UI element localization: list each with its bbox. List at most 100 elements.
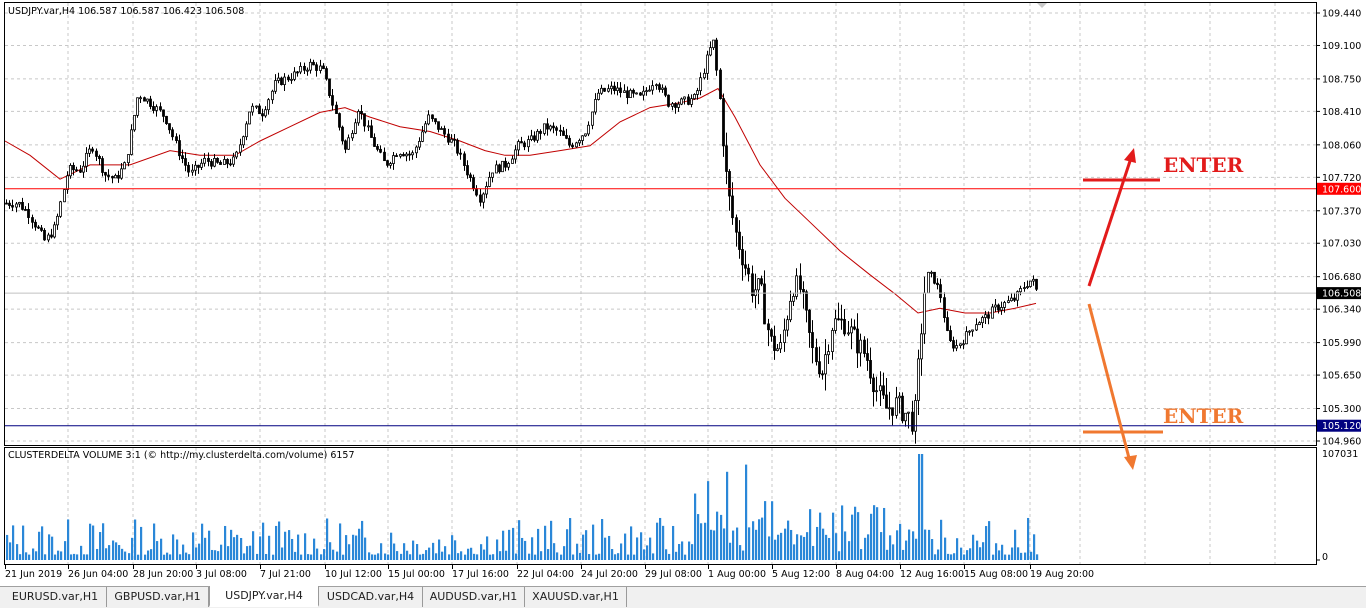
candle-body bbox=[111, 176, 114, 179]
chart-window[interactable]: 107.600 105.120 106.508 109.440 109.100 108.… bbox=[0, 0, 1366, 586]
candle-body bbox=[411, 152, 414, 156]
volume-bar bbox=[278, 521, 281, 560]
volume-bar bbox=[214, 550, 217, 560]
volume-bar bbox=[355, 535, 358, 560]
candle-body bbox=[312, 61, 315, 66]
candle-body bbox=[629, 89, 632, 99]
volume-bar bbox=[60, 551, 63, 560]
volume-bar bbox=[105, 548, 108, 560]
tab-usdjpy-var-h4[interactable]: USDJPY.var,H4 bbox=[209, 586, 319, 607]
tab-gbpusd-var-h1[interactable]: GBPUSD.var,H1 bbox=[107, 587, 209, 607]
volume-bar bbox=[368, 552, 371, 560]
candle-body bbox=[783, 329, 786, 343]
candle-body bbox=[15, 203, 18, 208]
candle-body bbox=[706, 54, 709, 74]
candle-body bbox=[987, 314, 990, 319]
candle-body bbox=[168, 123, 171, 131]
tab-usdcad-var-h4[interactable]: USDCAD.var,H4 bbox=[319, 587, 423, 607]
volume-bar bbox=[576, 543, 579, 560]
price-chart[interactable]: 107.600 105.120 106.508 109.440 109.100 108.… bbox=[0, 0, 1366, 586]
volume-bar bbox=[857, 512, 860, 560]
volume-bar bbox=[854, 506, 857, 560]
volume-bar bbox=[348, 544, 351, 560]
candle-body bbox=[104, 172, 107, 176]
date-axis: 21 Jun 2019 26 Jun 04:00 28 Jun 20:00 3 Jul… bbox=[5, 565, 1094, 580]
volume-bar bbox=[598, 553, 601, 560]
candle-body bbox=[789, 300, 792, 321]
volume-bar bbox=[470, 547, 473, 560]
candle-body bbox=[223, 159, 226, 165]
volume-bar bbox=[246, 546, 249, 560]
candle-body bbox=[645, 90, 648, 93]
candle-body bbox=[767, 323, 770, 331]
candle-body bbox=[619, 87, 622, 93]
volume-bar bbox=[192, 532, 195, 560]
down-arrow-icon bbox=[1124, 455, 1137, 470]
candle-body bbox=[322, 65, 325, 70]
candle-body bbox=[850, 326, 853, 334]
volume-bar bbox=[668, 553, 671, 560]
volume-bar bbox=[307, 554, 310, 560]
volume-bar bbox=[48, 534, 51, 560]
candle-body bbox=[895, 397, 898, 416]
tab-audusd-var-h1[interactable]: AUDUSD.var,H1 bbox=[423, 587, 525, 607]
volume-bar bbox=[748, 527, 751, 560]
volume-bar bbox=[249, 545, 252, 560]
volume-bar bbox=[195, 547, 198, 560]
up-arrow-icon bbox=[1124, 148, 1136, 163]
volume-bar bbox=[326, 518, 329, 560]
candle-body bbox=[315, 64, 318, 71]
volume-bar bbox=[9, 542, 12, 560]
volume-bar bbox=[131, 537, 134, 560]
candle-body bbox=[501, 160, 504, 173]
volume-bar bbox=[707, 481, 710, 560]
candle-body bbox=[216, 157, 219, 163]
volume-bar bbox=[604, 537, 607, 560]
candle-body bbox=[584, 133, 587, 137]
volume-bar bbox=[332, 549, 335, 560]
candle-body bbox=[664, 87, 667, 96]
volume-bar bbox=[691, 544, 694, 560]
candle-body bbox=[840, 318, 843, 321]
candle-body bbox=[997, 304, 1000, 311]
volume-bar bbox=[268, 535, 271, 560]
volume-bar bbox=[697, 514, 700, 560]
volume-bar bbox=[803, 536, 806, 560]
volume-bar bbox=[780, 532, 783, 560]
volume-bar bbox=[505, 550, 508, 560]
volume-bar bbox=[592, 524, 595, 560]
volume-bar bbox=[259, 536, 262, 560]
volume-bar bbox=[777, 534, 780, 560]
candle-body bbox=[523, 142, 526, 148]
candle-body bbox=[831, 330, 834, 352]
chart-shift-marker[interactable] bbox=[1037, 3, 1047, 8]
candle-body bbox=[959, 343, 962, 346]
volume-bar bbox=[716, 511, 719, 560]
candle-body bbox=[194, 164, 197, 171]
candle-body bbox=[674, 103, 677, 108]
candle-body bbox=[293, 71, 296, 80]
volume-bar bbox=[16, 544, 19, 560]
candle-body bbox=[815, 347, 818, 363]
candle-body bbox=[824, 354, 827, 375]
candle-body bbox=[514, 149, 517, 160]
volume-bar bbox=[969, 548, 972, 560]
candle-body bbox=[443, 128, 446, 135]
volume-bar bbox=[832, 512, 835, 560]
volume-bar bbox=[358, 528, 361, 560]
volume-bar bbox=[377, 553, 380, 560]
support-price-tag bbox=[1317, 419, 1361, 432]
tab-eurusd-var-h1[interactable]: EURUSD.var,H1 bbox=[4, 587, 107, 607]
volume-bar bbox=[937, 549, 940, 560]
candle-body bbox=[722, 98, 725, 147]
volume-bar bbox=[115, 542, 118, 560]
candle-body bbox=[482, 193, 485, 203]
tab-xauusd-var-h1[interactable]: XAUUSD.var,H1 bbox=[525, 587, 627, 607]
volume-bar bbox=[924, 529, 927, 560]
volume-bar bbox=[409, 554, 412, 560]
candle-body bbox=[968, 330, 971, 333]
candle-body bbox=[24, 209, 27, 211]
volume-bar bbox=[883, 507, 886, 560]
candle-body bbox=[91, 148, 94, 152]
volume-bar bbox=[416, 544, 419, 560]
